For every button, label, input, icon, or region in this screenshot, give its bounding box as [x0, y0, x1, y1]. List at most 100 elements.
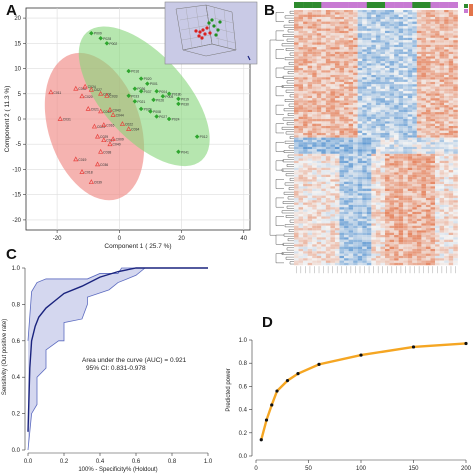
heatmap-cell	[294, 225, 299, 229]
heatmap-cell	[375, 232, 381, 236]
heatmap-cell	[303, 190, 308, 194]
heatmap-cell	[334, 58, 340, 62]
heatmap-cell	[307, 70, 313, 73]
heatmap-cell	[425, 132, 431, 136]
heatmap-cell	[448, 49, 454, 52]
heatmap-cell	[448, 174, 454, 178]
heatmap-cell	[407, 151, 413, 154]
heatmap-cell	[321, 151, 326, 154]
heatmap-cell	[303, 123, 308, 127]
heatmap-cell	[416, 211, 422, 215]
heatmap-cell	[407, 246, 413, 250]
heatmap-cell	[325, 35, 331, 38]
heatmap-cell	[385, 88, 390, 92]
heatmap-cell	[353, 142, 358, 145]
heatmap-cell	[430, 255, 436, 259]
heatmap-cell	[394, 26, 399, 29]
heatmap-cell	[330, 163, 335, 166]
heatmap-cell	[439, 232, 445, 236]
heatmap-cell	[380, 81, 386, 85]
heatmap-cell	[371, 37, 376, 41]
heatmap-cell	[325, 33, 331, 36]
heatmap-cell	[348, 207, 354, 210]
heatmap-cell	[303, 230, 308, 233]
heatmap-cell	[325, 81, 331, 85]
heatmap-cell	[421, 65, 426, 69]
heatmap-cell	[353, 258, 358, 261]
heatmap-cell	[416, 37, 422, 41]
heatmap-cell	[362, 179, 367, 182]
heatmap-cell	[448, 244, 454, 247]
heatmap-cell	[416, 232, 422, 236]
heatmap-cell	[421, 54, 426, 57]
heatmap-cell	[439, 139, 445, 143]
heatmap-cell	[298, 126, 304, 129]
heatmap-cell	[389, 197, 395, 201]
heatmap-cell	[339, 19, 345, 22]
pca-point-label: C029	[100, 135, 108, 139]
heatmap-cell	[312, 77, 317, 80]
heatmap-cell	[448, 204, 454, 208]
heatmap-cell	[448, 165, 454, 168]
heatmap-cell	[389, 107, 395, 110]
heatmap-cell	[339, 135, 345, 138]
heatmap-cell	[398, 144, 404, 147]
heatmap-cell	[421, 58, 426, 62]
heatmap-cell	[389, 151, 395, 154]
heatmap-cell	[353, 160, 358, 164]
heatmap-cell	[407, 200, 413, 203]
heatmap-cell	[398, 174, 404, 178]
heatmap-cell	[348, 26, 354, 29]
heatmap-cell	[385, 47, 390, 50]
heatmap-cell	[303, 163, 308, 166]
heatmap-cell	[375, 19, 381, 22]
heatmap-cell	[330, 40, 335, 43]
heatmap-cell	[366, 204, 372, 208]
heatmap-cell	[430, 216, 436, 219]
heatmap-cell	[385, 251, 390, 254]
heatmap-cell	[435, 165, 440, 168]
heatmap-cell	[353, 251, 358, 254]
heatmap-cell	[448, 193, 454, 196]
heatmap-color-key	[464, 4, 473, 16]
heatmap-cell	[353, 93, 358, 96]
heatmap-cell	[294, 79, 299, 82]
heatmap-cell	[348, 174, 354, 178]
heatmap-cell	[453, 16, 458, 20]
heatmap-cell	[421, 98, 426, 101]
heatmap-cell	[444, 188, 449, 192]
heatmap-cell	[453, 184, 458, 187]
heatmap-cell	[403, 81, 408, 85]
heatmap-cell	[407, 56, 413, 59]
heatmap-cell	[321, 235, 326, 238]
heatmap-cell	[389, 30, 395, 34]
heatmap-cell	[453, 156, 458, 159]
heatmap-cell	[316, 49, 322, 52]
heatmap-cell	[330, 112, 335, 115]
heatmap-cell	[453, 79, 458, 82]
heatmap-cell	[312, 244, 317, 247]
heatmap-cell	[425, 258, 431, 261]
heatmap-cell	[416, 68, 422, 71]
heatmap-cell	[403, 49, 408, 52]
heatmap-cell	[362, 26, 367, 29]
heatmap-cell	[357, 54, 363, 57]
heatmap-cell	[321, 232, 326, 236]
heatmap-cell	[375, 190, 381, 194]
heatmap-cell	[389, 98, 395, 101]
heatmap-cell	[325, 135, 331, 138]
heatmap-cell	[371, 195, 376, 198]
heatmap-cell	[444, 244, 449, 247]
heatmap-cell	[362, 200, 367, 203]
heatmap-cell	[425, 179, 431, 182]
heatmap-cell	[325, 216, 331, 219]
heatmap-cell	[334, 86, 340, 89]
heatmap-cell	[366, 61, 372, 64]
heatmap-cell	[357, 16, 363, 20]
heatmap-cell	[353, 239, 358, 243]
heatmap-cell	[312, 202, 317, 205]
heatmap-cell	[353, 26, 358, 29]
heatmap-cell	[298, 188, 304, 192]
heatmap-cell	[421, 84, 426, 87]
heatmap-cell	[430, 193, 436, 196]
